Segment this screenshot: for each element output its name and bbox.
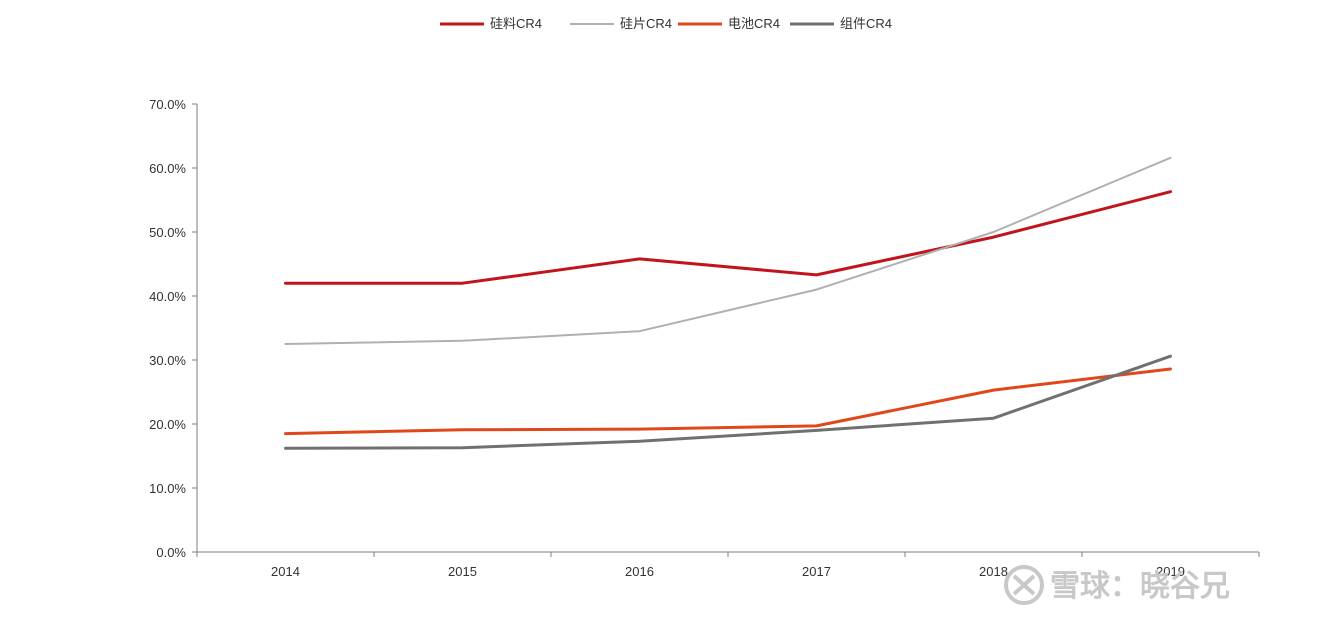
x-tick-label: 2016: [625, 564, 654, 579]
chart-series: [284, 156, 1172, 450]
series-line-1: [284, 190, 1172, 285]
y-tick-label: 70.0%: [149, 97, 186, 112]
watermark: 雪球：晓谷兄: [1004, 565, 1230, 605]
y-tick-label: 60.0%: [149, 161, 186, 176]
legend-label: 硅料CR4: [490, 16, 542, 31]
y-tick-label: 10.0%: [149, 481, 186, 496]
legend-label: 组件CR4: [840, 16, 892, 31]
series-line-3: [284, 367, 1172, 436]
x-tick-label: 2015: [448, 564, 477, 579]
x-tick-label: 2018: [979, 564, 1008, 579]
legend-label: 电池CR4: [728, 16, 780, 31]
chart-legend: 硅料CR4 硅片CR4 电池CR4 组件CR4: [440, 16, 892, 31]
y-tick-label: 40.0%: [149, 289, 186, 304]
series-line-4: [284, 354, 1172, 450]
chart-axes: 0.0% 10.0% 20.0% 30.0% 40.0% 50.0% 60.0% 70.0% 2…: [149, 97, 1260, 579]
y-tick-label: 0.0%: [156, 545, 186, 560]
y-tick-label: 50.0%: [149, 225, 186, 240]
series-line-2: [284, 156, 1172, 345]
y-tick-label: 20.0%: [149, 417, 186, 432]
x-tick-label: 2017: [802, 564, 831, 579]
x-tick-label: 2019: [1156, 564, 1185, 579]
y-tick-label: 30.0%: [149, 353, 186, 368]
watermark-text: 雪球：晓谷兄: [1050, 570, 1230, 603]
snowball-logo-icon: [1004, 565, 1044, 605]
legend-label: 硅片CR4: [620, 16, 672, 31]
x-tick-label: 2014: [271, 564, 300, 579]
